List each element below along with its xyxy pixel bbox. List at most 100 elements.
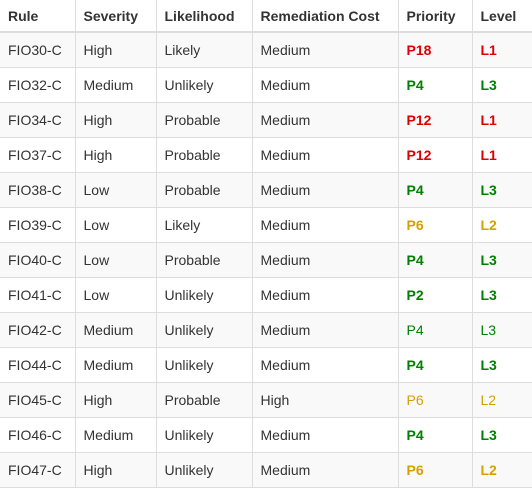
- remediation-cost-cell: Medium: [252, 417, 399, 453]
- severity-cell: Low: [75, 242, 157, 278]
- level-cell: L1: [472, 32, 532, 68]
- severity-cell: High: [75, 382, 157, 418]
- rule-cell: FIO41-C: [0, 277, 76, 313]
- level-cell: L2: [472, 382, 532, 418]
- rule-cell: FIO38-C: [0, 172, 76, 208]
- header-level: Level: [472, 0, 532, 33]
- priority-cell: P6: [398, 207, 473, 243]
- likelihood-cell: Probable: [156, 242, 253, 278]
- rule-cell: FIO32-C: [0, 67, 76, 103]
- likelihood-cell: Unlikely: [156, 312, 253, 348]
- likelihood-cell: Probable: [156, 137, 253, 173]
- severity-cell: Low: [75, 277, 157, 313]
- remediation-cost-cell: Medium: [252, 207, 399, 243]
- remediation-cost-cell: Medium: [252, 452, 399, 488]
- likelihood-cell: Probable: [156, 172, 253, 208]
- priority-cell: P4: [398, 67, 473, 103]
- priority-cell: P4: [398, 347, 473, 383]
- priority-cell: P6: [398, 452, 473, 488]
- likelihood-cell: Unlikely: [156, 277, 253, 313]
- table-row: FIO38-C Low Probable Medium P4 L3: [0, 172, 532, 208]
- level-cell: L3: [472, 312, 532, 348]
- remediation-cost-cell: Medium: [252, 312, 399, 348]
- level-cell: L3: [472, 242, 532, 278]
- rule-cell: FIO45-C: [0, 382, 76, 418]
- priority-cell: P12: [398, 137, 473, 173]
- header-severity: Severity: [75, 0, 157, 33]
- remediation-cost-cell: Medium: [252, 242, 399, 278]
- severity-cell: Medium: [75, 347, 157, 383]
- level-cell: L3: [472, 67, 532, 103]
- rule-cell: FIO37-C: [0, 137, 76, 173]
- table-row: FIO30-C High Likely Medium P18 L1: [0, 32, 532, 68]
- level-cell: L3: [472, 277, 532, 313]
- level-cell: L1: [472, 102, 532, 138]
- remediation-cost-cell: Medium: [252, 347, 399, 383]
- rule-cell: FIO40-C: [0, 242, 76, 278]
- severity-cell: Medium: [75, 417, 157, 453]
- header-rule: Rule: [0, 0, 76, 33]
- table-row: FIO44-C Medium Unlikely Medium P4 L3: [0, 347, 532, 383]
- priority-cell: P2: [398, 277, 473, 313]
- level-cell: L3: [472, 172, 532, 208]
- table-row: FIO46-C Medium Unlikely Medium P4 L3: [0, 417, 532, 453]
- rule-cell: FIO47-C: [0, 452, 76, 488]
- severity-cell: Medium: [75, 312, 157, 348]
- severity-cell: High: [75, 452, 157, 488]
- rule-cell: FIO42-C: [0, 312, 76, 348]
- rule-cell: FIO46-C: [0, 417, 76, 453]
- priority-cell: P6: [398, 382, 473, 418]
- rule-cell: FIO30-C: [0, 32, 76, 68]
- table-row: FIO32-C Medium Unlikely Medium P4 L3: [0, 67, 532, 103]
- rule-cell: FIO34-C: [0, 102, 76, 138]
- table-row: FIO47-C High Unlikely Medium P6 L2: [0, 452, 532, 488]
- remediation-cost-cell: Medium: [252, 277, 399, 313]
- priority-cell: P4: [398, 242, 473, 278]
- likelihood-cell: Likely: [156, 32, 253, 68]
- remediation-cost-cell: Medium: [252, 102, 399, 138]
- remediation-cost-cell: Medium: [252, 67, 399, 103]
- table-row: FIO45-C High Probable High P6 L2: [0, 382, 532, 418]
- likelihood-cell: Unlikely: [156, 417, 253, 453]
- level-cell: L3: [472, 417, 532, 453]
- remediation-cost-cell: Medium: [252, 172, 399, 208]
- level-cell: L2: [472, 207, 532, 243]
- likelihood-cell: Probable: [156, 382, 253, 418]
- priority-cell: P4: [398, 172, 473, 208]
- level-cell: L2: [472, 452, 532, 488]
- table-row: FIO41-C Low Unlikely Medium P2 L3: [0, 277, 532, 313]
- remediation-cost-cell: High: [252, 382, 399, 418]
- level-cell: L3: [472, 347, 532, 383]
- level-cell: L1: [472, 137, 532, 173]
- likelihood-cell: Unlikely: [156, 452, 253, 488]
- severity-cell: Low: [75, 172, 157, 208]
- severity-cell: High: [75, 137, 157, 173]
- likelihood-cell: Likely: [156, 207, 253, 243]
- rule-cell: FIO44-C: [0, 347, 76, 383]
- priority-cell: P18: [398, 32, 473, 68]
- table-row: FIO42-C Medium Unlikely Medium P4 L3: [0, 312, 532, 348]
- likelihood-cell: Probable: [156, 102, 253, 138]
- table-row: FIO34-C High Probable Medium P12 L1: [0, 102, 532, 138]
- severity-cell: High: [75, 32, 157, 68]
- rule-cell: FIO39-C: [0, 207, 76, 243]
- header-likelihood: Likelihood: [156, 0, 253, 33]
- header-priority: Priority: [398, 0, 473, 33]
- remediation-cost-cell: Medium: [252, 137, 399, 173]
- remediation-cost-cell: Medium: [252, 32, 399, 68]
- priority-cell: P4: [398, 312, 473, 348]
- header-remediation-cost: Remediation Cost: [252, 0, 399, 33]
- table-row: FIO40-C Low Probable Medium P4 L3: [0, 242, 532, 278]
- priority-cell: P12: [398, 102, 473, 138]
- severity-cell: Medium: [75, 67, 157, 103]
- likelihood-cell: Unlikely: [156, 67, 253, 103]
- table-row: FIO37-C High Probable Medium P12 L1: [0, 137, 532, 173]
- table-header: Rule Severity Likelihood Remediation Cos…: [0, 0, 532, 33]
- table-body: FIO30-C High Likely Medium P18 L1 FIO32-C Mediu…: [0, 32, 532, 488]
- table-row: FIO39-C Low Likely Medium P6 L2: [0, 207, 532, 243]
- likelihood-cell: Unlikely: [156, 347, 253, 383]
- priority-cell: P4: [398, 417, 473, 453]
- severity-cell: High: [75, 102, 157, 138]
- severity-cell: Low: [75, 207, 157, 243]
